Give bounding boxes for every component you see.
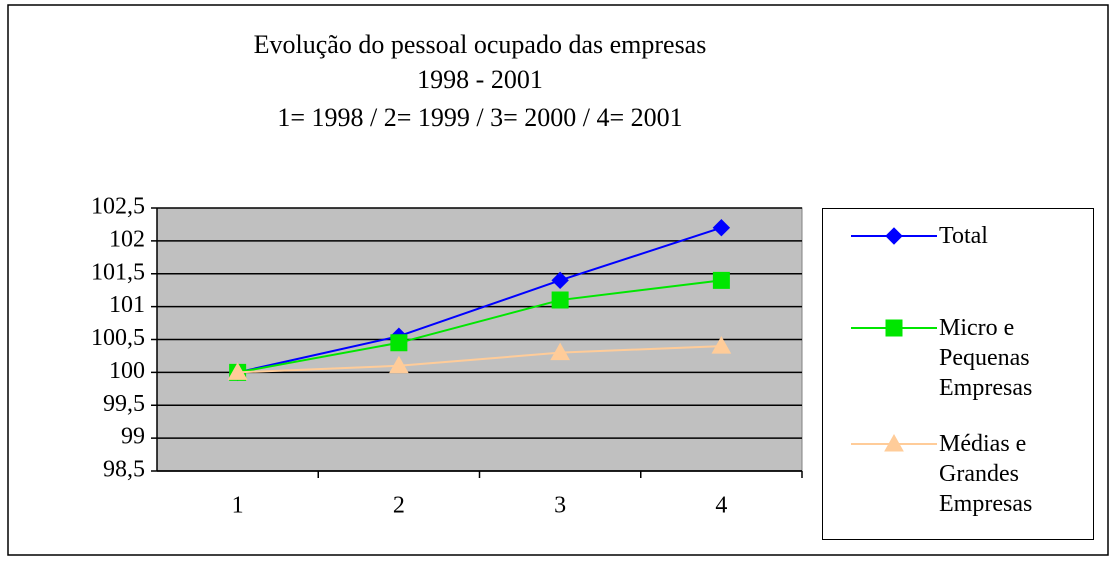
data-point [711,336,732,354]
y-tick-label: 98,5 [103,457,145,483]
series-line [237,226,722,374]
chart-title: Evolução do pessoal ocupado das empresas [254,30,707,59]
y-tick-label: 102,5 [91,194,145,220]
legend-label: Médias e Grandes Empresas [939,431,1033,517]
chart-subtitle: 1= 1998 / 2= 1999 / 3= 2000 / 4= 2001 [277,103,682,132]
data-point [227,362,248,380]
y-tick-label: 99,5 [103,391,145,417]
data-point [390,334,408,352]
data-point [712,219,731,237]
y-tick-label: 100,5 [91,325,145,351]
legend-marker [885,227,903,245]
chart-subtitle: 1998 - 2001 [417,65,543,94]
y-tick-label: 101,5 [91,259,145,285]
data-point [551,271,569,290]
x-tick-label: 3 [554,493,566,519]
legend-marker [885,319,903,337]
series-line [237,345,722,374]
data-point [551,291,569,309]
y-tick-label: 102 [109,226,145,252]
series-line [237,279,722,374]
y-tick-label: 100 [109,358,145,384]
x-tick-label: 2 [393,493,405,519]
legend-swatch [851,319,937,337]
y-tick-label: 99 [121,424,145,450]
x-tick-label: 1 [232,493,244,519]
data-point [550,342,570,361]
legend-label: Total [939,223,988,249]
legend-swatch [851,227,937,245]
y-tick-label: 101 [109,292,145,318]
data-point [712,271,730,289]
legend: Total Micro e Pequenas Empresas Médias e G… [822,208,1094,540]
x-tick-label: 4 [715,493,727,519]
legend-label: Micro e Pequenas Empresas [939,315,1033,401]
legend-marker [884,433,904,452]
legend-swatch [851,433,937,452]
data-point [389,355,409,374]
